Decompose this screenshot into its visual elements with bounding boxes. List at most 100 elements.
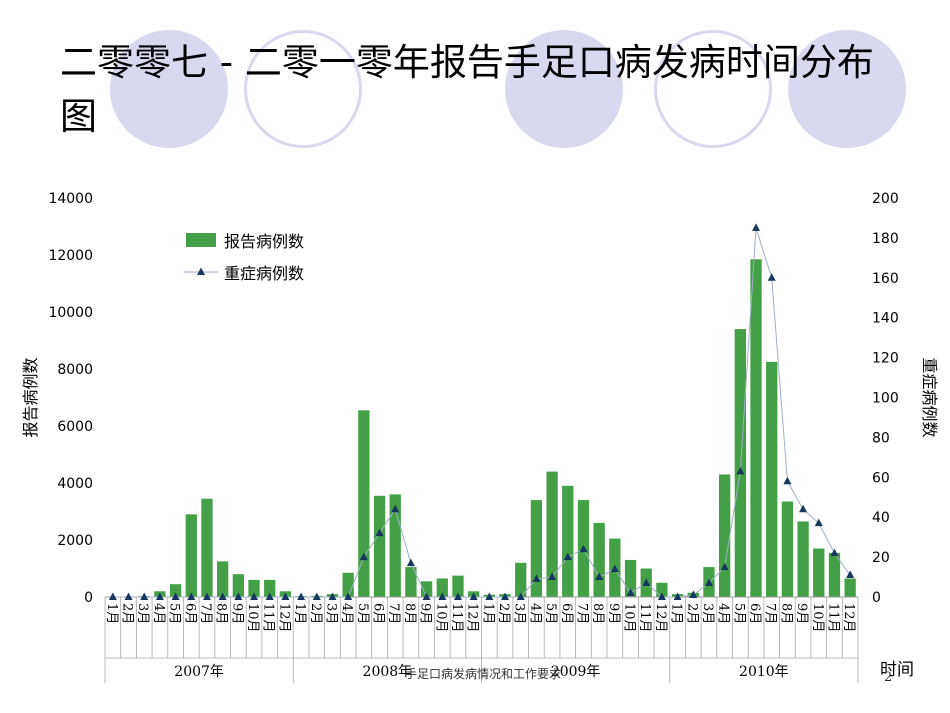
- x-tick-label: 2月: [684, 603, 699, 624]
- data-point: [579, 544, 588, 553]
- bar: [420, 581, 433, 597]
- x-tick-label: 3月: [512, 603, 527, 624]
- bar: [436, 578, 448, 597]
- x-tick-label: 4月: [151, 603, 166, 624]
- x-tick-label: 1月: [669, 603, 684, 624]
- data-point: [752, 223, 761, 231]
- x-axis-title: 时间: [880, 660, 914, 680]
- page-number: 2: [884, 670, 893, 685]
- data-point: [814, 518, 823, 527]
- y2-tick-label: 140: [872, 311, 899, 327]
- data-point: [344, 592, 353, 600]
- y-axis-title: 报告病例数: [21, 357, 40, 437]
- bar: [781, 501, 794, 597]
- data-point: [657, 592, 666, 600]
- bar: [656, 582, 668, 597]
- data-point: [846, 570, 855, 579]
- y-tick-label: 4000: [57, 476, 93, 492]
- x-tick-label: 10月: [433, 603, 448, 633]
- bar: [452, 575, 464, 598]
- bar: [813, 548, 825, 597]
- bar: [624, 559, 637, 597]
- x-tick-label: 7月: [574, 603, 589, 624]
- y-tick-label: 14000: [48, 191, 93, 207]
- data-point: [563, 552, 572, 561]
- x-tick-label: 1月: [292, 603, 307, 624]
- x-tick-label: 6月: [747, 603, 762, 624]
- y-tick-label: 12000: [48, 248, 93, 264]
- bar: [530, 500, 543, 597]
- data-point: [799, 504, 808, 513]
- data-point: [359, 552, 368, 561]
- footer-text: 手足口病发病情况和工作要求: [405, 667, 562, 681]
- x-year-label: 2010年: [739, 664, 789, 680]
- bar: [546, 471, 558, 597]
- data-point: [187, 592, 196, 600]
- x-tick-label: 4月: [716, 603, 731, 624]
- x-tick-label: 3月: [323, 603, 338, 624]
- y2-tick-label: 20: [872, 550, 890, 566]
- y-tick-label: 10000: [48, 305, 93, 321]
- data-point: [736, 466, 745, 475]
- data-point: [234, 592, 243, 600]
- data-point: [250, 592, 259, 600]
- data-point: [155, 592, 164, 600]
- bar: [248, 579, 260, 597]
- x-tick-label: 5月: [167, 603, 182, 624]
- y2-tick-label: 60: [872, 470, 890, 486]
- data-point: [140, 592, 149, 600]
- x-tick-label: 4月: [527, 603, 542, 624]
- x-tick-label: 11月: [637, 603, 652, 633]
- legend-label: 重症病例数: [224, 264, 304, 283]
- data-point: [453, 592, 462, 600]
- data-point: [281, 592, 290, 600]
- x-tick-label: 7月: [386, 603, 401, 624]
- bar: [232, 574, 244, 597]
- data-point: [767, 273, 776, 281]
- x-tick-label: 9月: [418, 603, 433, 624]
- decor-circle-2: [244, 30, 362, 148]
- x-tick-label: 12月: [465, 603, 480, 633]
- data-point: [391, 504, 400, 513]
- bar: [201, 498, 213, 597]
- x-tick-label: 11月: [449, 603, 464, 633]
- decor-circle-3: [505, 30, 623, 148]
- x-tick-label: 2月: [120, 603, 135, 624]
- data-point: [375, 528, 384, 537]
- x-tick-label: 9月: [606, 603, 621, 624]
- x-tick-label: 9月: [229, 603, 244, 624]
- x-tick-label: 8月: [214, 603, 229, 624]
- x-tick-label: 8月: [402, 603, 417, 624]
- data-point: [422, 592, 431, 600]
- data-point: [516, 592, 525, 600]
- y-tick-label: 8000: [57, 362, 93, 378]
- legend-label: 报告病例数: [224, 232, 304, 251]
- x-tick-label: 6月: [182, 603, 197, 624]
- x-tick-label: 3月: [700, 603, 715, 624]
- y2-tick-label: 0: [872, 590, 881, 606]
- x-tick-label: 5月: [355, 603, 370, 624]
- y2-tick-label: 200: [872, 191, 899, 207]
- bar: [797, 521, 809, 597]
- bar: [750, 259, 762, 597]
- data-point: [830, 548, 839, 557]
- bar: [719, 474, 731, 597]
- y2-axis-title: 重症病例数: [920, 357, 939, 437]
- decor-circle-4: [654, 30, 772, 148]
- bar: [185, 514, 197, 597]
- decor-circle-1: [110, 30, 228, 148]
- bar: [844, 578, 856, 597]
- legend-bar-swatch: [186, 233, 216, 247]
- data-point: [218, 592, 227, 600]
- bar: [358, 410, 370, 597]
- y-tick-label: 2000: [57, 533, 93, 549]
- bar: [562, 485, 574, 597]
- bar: [593, 522, 605, 597]
- x-tick-label: 4月: [339, 603, 354, 624]
- bar: [169, 584, 182, 597]
- data-point: [501, 592, 510, 600]
- data-point: [673, 592, 682, 600]
- x-tick-label: 3月: [135, 603, 150, 624]
- bar: [264, 579, 276, 597]
- data-point: [689, 590, 698, 599]
